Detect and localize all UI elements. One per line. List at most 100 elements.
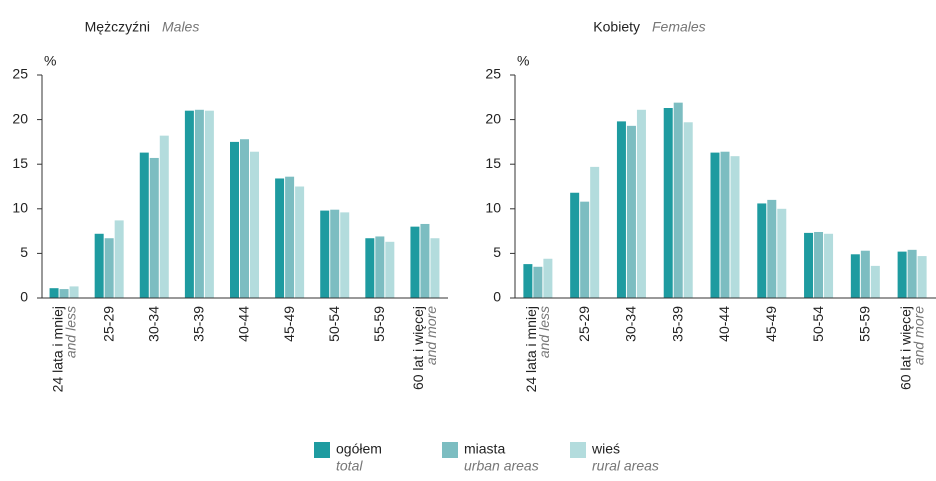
bar [139,152,149,298]
bar [870,265,880,298]
bar [543,258,553,298]
bar [320,210,330,298]
bar [94,233,104,298]
bar [240,139,249,298]
y-tick-label: 0 [20,289,28,305]
x-tick-label: 25-29 [100,306,116,342]
y-tick-label: 15 [12,155,28,171]
bar [285,176,295,298]
bar [917,256,927,298]
bar [636,109,646,299]
bar [159,135,169,298]
bar [626,125,636,299]
bar [385,241,395,298]
bar [114,220,124,298]
bar [149,157,159,298]
bar [907,249,917,298]
x-tick-label: 35-39 [191,306,207,342]
y-tick-label: 20 [12,110,28,126]
legend-swatch [314,442,330,458]
x-tick-label: 55-59 [371,306,387,342]
bar [663,108,673,298]
x-tick-label: 60 lat i więcej [410,306,426,390]
bar [49,288,59,298]
y-tick-label: 5 [20,244,28,260]
bar [523,264,533,298]
bar [430,238,440,298]
bar [204,110,214,299]
bar [570,192,580,298]
x-tick-label: 30-34 [623,306,639,342]
x-tick-label: 24 lata i mniej [523,306,539,392]
x-tick-label: 60 lat i więcej [897,306,913,390]
legend-label-en: rural areas [592,458,659,474]
bar [590,166,600,298]
bar [375,236,385,298]
bar [720,151,730,298]
x-tick-label: 45-49 [281,306,297,342]
bar [767,199,777,298]
legend-swatch [442,442,458,458]
y-tick-label: 10 [12,200,28,216]
y-axis-label: % [44,53,56,69]
x-tick-label-en: and more [423,306,439,365]
x-tick-label: 50-54 [326,306,342,342]
x-tick-label: 50-54 [810,306,826,342]
chart-subtitle: Females [652,19,706,35]
x-tick-label-en: and less [536,306,552,358]
bar [194,109,204,299]
legend-label: miasta [464,441,505,457]
y-tick-label: 20 [485,110,501,126]
bar [340,212,350,298]
bar [69,286,79,298]
bar [683,122,693,298]
bar [814,231,824,298]
bar [804,232,814,298]
y-tick-label: 5 [493,244,501,260]
bar [533,266,543,298]
y-tick-label: 15 [485,155,501,171]
bar [250,151,259,298]
bar [860,250,870,298]
bar [850,254,860,298]
y-axis-label: % [517,53,529,69]
legend-swatch [570,442,586,458]
bar [757,203,767,298]
y-tick-label: 0 [493,289,501,305]
x-tick-label: 40-44 [236,306,252,342]
bar [710,152,720,298]
bar [275,178,285,298]
y-tick-label: 25 [485,66,501,82]
x-tick-label-en: and less [62,306,78,358]
x-tick-label: 35-39 [669,306,685,342]
bar [777,208,787,298]
chart-title: Kobiety [593,19,640,35]
bar [730,156,740,298]
x-tick-label-en: and more [910,306,926,365]
x-tick-label: 40-44 [716,306,732,342]
bar [365,238,375,298]
x-tick-label: 25-29 [576,306,592,342]
bar [59,289,69,298]
y-tick-label: 10 [485,200,501,216]
legend-label: ogółem [336,441,382,457]
bar [580,201,590,298]
bar [330,209,340,298]
bar [295,186,305,298]
x-tick-label: 45-49 [763,306,779,342]
bar [104,238,114,298]
bar [230,141,239,298]
x-tick-label: 30-34 [145,306,161,342]
chart-title: Mężczyźni [85,19,150,35]
bar [410,226,420,298]
y-tick-label: 25 [12,66,28,82]
bar [897,251,907,298]
x-tick-label: 24 lata i mniej [49,306,65,392]
x-tick-label: 55-59 [857,306,873,342]
bar [420,223,430,298]
bar [184,110,194,299]
legend-label: wieś [591,441,620,457]
legend-label-en: total [336,458,363,474]
bar [824,233,834,298]
